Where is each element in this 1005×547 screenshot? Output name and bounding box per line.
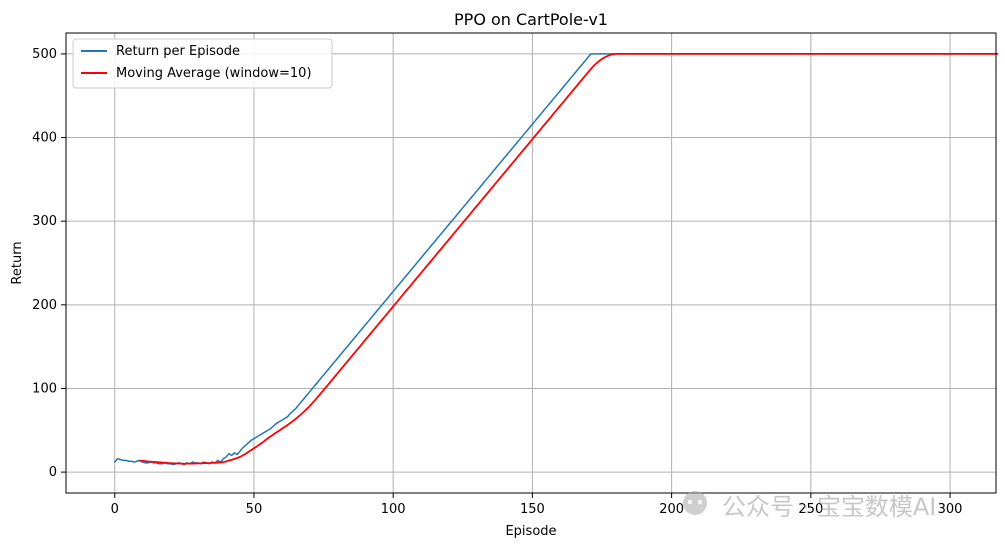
y-tick-label-200: 200 [32, 298, 57, 313]
legend-label-return: Return per Episode [116, 44, 240, 59]
ticks: 0 50 100 150 200 250 300 0 100 200 300 400 500 [32, 47, 962, 517]
watermark-text: 公众号 · 宝宝数模AI [722, 493, 936, 521]
watermark-chat-icon [683, 491, 707, 515]
legend: Return per Episode Moving Average (windo… [72, 38, 333, 89]
legend-label-moving-average: Moving Average (window=10) [116, 66, 312, 81]
x-tick-label-300: 300 [938, 502, 963, 517]
watermark-chat-icon-eye-left [688, 500, 692, 504]
grid [66, 33, 996, 493]
x-tick-label-150: 150 [520, 502, 545, 517]
watermark-chat-icon-eye-right [698, 500, 702, 504]
plot-lines [113, 53, 999, 466]
x-tick-label-50: 50 [246, 502, 263, 517]
chart-title: PPO on CartPole-v1 [454, 10, 608, 29]
plot-frame [65, 32, 997, 494]
x-tick-label-250: 250 [798, 502, 823, 517]
x-tick-label-200: 200 [659, 502, 684, 517]
watermark: 公众号 · 宝宝数模AI [683, 491, 936, 521]
y-tick-label-300: 300 [32, 214, 57, 229]
x-tick-label-0: 0 [111, 502, 119, 517]
series-line-moving-average [138, 53, 999, 465]
x-axis-title: Episode [505, 524, 556, 539]
y-tick-label-0: 0 [49, 465, 57, 480]
x-tick-label-100: 100 [381, 502, 406, 517]
y-tick-label-400: 400 [32, 131, 57, 146]
legend-box [72, 38, 333, 89]
y-tick-label-100: 100 [32, 381, 57, 396]
y-axis-title: Return [10, 241, 25, 284]
y-tick-label-500: 500 [32, 47, 57, 62]
